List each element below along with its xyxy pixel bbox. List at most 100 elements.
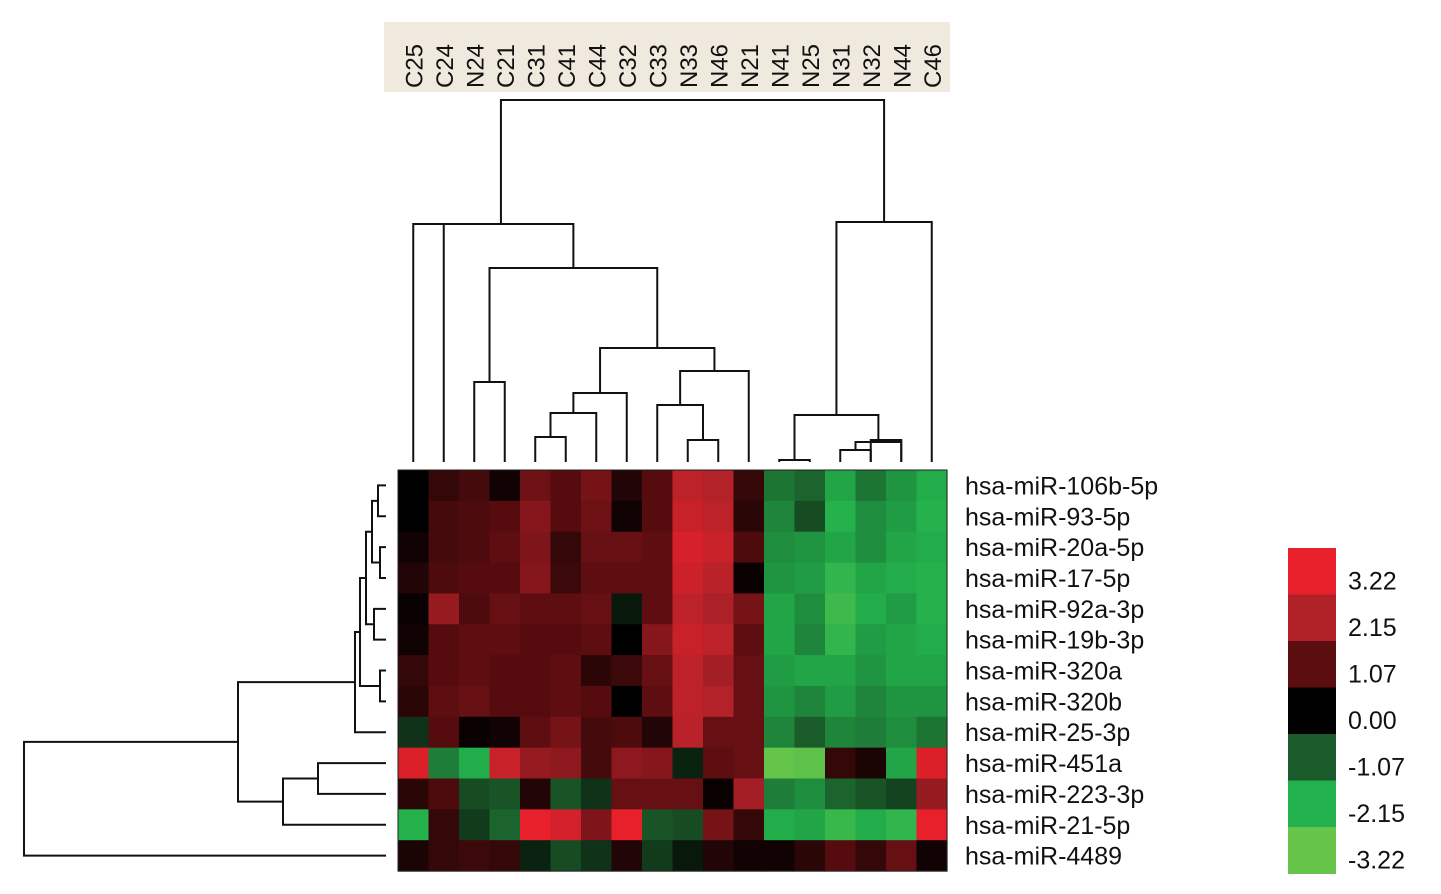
row-label: hsa-miR-451a <box>965 750 1122 778</box>
dendrogram-branch <box>473 381 506 462</box>
heatmap-cell <box>825 840 857 872</box>
heatmap-cell <box>550 593 582 625</box>
heatmap-cell <box>703 624 735 656</box>
heatmap-cell <box>428 470 460 502</box>
dendrogram-branch <box>488 267 659 382</box>
heatmap-cell <box>886 685 918 718</box>
heatmap-cell <box>581 593 613 625</box>
heatmap-cell <box>520 470 552 502</box>
dendrogram-branch <box>534 436 567 462</box>
heatmap-cell <box>794 531 826 564</box>
heatmap-cell <box>550 655 582 687</box>
heatmap-cell <box>672 470 704 502</box>
heatmap-cells <box>397 469 948 872</box>
legend-swatch <box>1288 548 1336 595</box>
column-label: C21 <box>493 44 520 88</box>
column-label: C41 <box>554 44 581 88</box>
heatmap-cell <box>703 716 735 749</box>
heatmap-cell <box>398 624 430 656</box>
heatmap-cell <box>489 747 521 780</box>
heatmap-cell <box>459 655 491 687</box>
column-label: N46 <box>706 44 733 88</box>
dendrogram-branch <box>317 762 386 795</box>
dendrogram-branch <box>854 441 903 462</box>
heatmap-cell <box>459 562 491 594</box>
heatmap-cell <box>550 809 582 841</box>
heatmap-cell <box>398 747 430 780</box>
heatmap-cell <box>581 624 613 656</box>
heatmap-cell <box>733 655 765 687</box>
legend-label: -2.15 <box>1348 800 1405 828</box>
heatmap-cell <box>886 809 918 841</box>
column-label: N25 <box>798 44 825 88</box>
dendrogram-branch <box>412 223 445 462</box>
heatmap-cell <box>886 778 918 810</box>
heatmap-cell <box>642 500 674 533</box>
heatmap-cell <box>916 562 948 594</box>
heatmap-cell <box>459 840 491 872</box>
column-label-band <box>384 22 950 92</box>
heatmap-cell <box>825 500 857 533</box>
legend-swatch <box>1288 641 1336 688</box>
row-label: hsa-miR-17-5p <box>965 565 1130 593</box>
heatmap-cell <box>703 500 735 533</box>
heatmap-cell <box>703 593 735 625</box>
heatmap-cell <box>825 593 857 625</box>
heatmap-cell <box>672 624 704 656</box>
heatmap-cell <box>916 747 948 780</box>
heatmap-cell <box>520 778 552 810</box>
legend-swatch <box>1288 594 1336 642</box>
dendrogram-branch <box>793 414 880 460</box>
heatmap-cell <box>398 716 430 749</box>
heatmap-cell <box>550 470 582 502</box>
row-labels: hsa-miR-106b-5p hsa-miR-93-5p hsa-miR-20a-… <box>965 472 1158 870</box>
heatmap-cell <box>703 809 735 841</box>
dendrogram-branch <box>839 449 872 462</box>
heatmap-cell <box>886 624 918 656</box>
heatmap-cell <box>611 685 643 718</box>
heatmap-cell <box>825 470 857 502</box>
heatmap-cell <box>886 470 918 502</box>
heatmap-cell <box>489 809 521 841</box>
heatmap-cell <box>764 531 796 564</box>
heatmap-cell <box>428 685 460 718</box>
heatmap-cell <box>520 531 552 564</box>
row-label: hsa-miR-19b-3p <box>965 627 1144 655</box>
heatmap-cell <box>581 809 613 841</box>
heatmap-cell <box>642 840 674 872</box>
column-label: N31 <box>828 44 855 88</box>
heatmap-cell <box>642 716 674 749</box>
heatmap-cell <box>642 778 674 810</box>
heatmap-cell <box>489 531 521 564</box>
column-label: C32 <box>615 44 642 88</box>
heatmap-cell <box>611 531 643 564</box>
heatmap-cell <box>886 562 918 594</box>
heatmap-cell <box>550 716 582 749</box>
heatmap-cell <box>855 747 887 780</box>
row-label: hsa-miR-106b-5p <box>965 472 1158 500</box>
heatmap-cell <box>764 809 796 841</box>
heatmap-cell <box>459 809 491 841</box>
heatmap-cell <box>642 809 674 841</box>
color-legend: 3.22 2.15 1.07 0.00 -1.07 -2.15 -3.22 <box>1288 548 1405 874</box>
heatmap-cell <box>489 562 521 594</box>
heatmap-cell <box>581 840 613 872</box>
heatmap-cell <box>489 500 521 533</box>
heatmap-cell <box>672 685 704 718</box>
heatmap-cell <box>581 500 613 533</box>
heatmap-cell <box>794 562 826 594</box>
heatmap-cell <box>428 840 460 872</box>
dendrogram-branch <box>835 221 933 462</box>
heatmap-cell <box>794 593 826 625</box>
heatmap-cell <box>459 531 491 564</box>
heatmap-cell <box>733 716 765 749</box>
heatmap-cell <box>611 716 643 749</box>
dendrogram-branch <box>679 370 750 462</box>
heatmap-cell <box>916 593 948 625</box>
heatmap-cell <box>611 840 643 872</box>
heatmap-cell <box>611 500 643 533</box>
column-label: N32 <box>859 44 886 88</box>
heatmap-cell <box>642 593 674 625</box>
column-label: N41 <box>767 44 794 88</box>
heatmap-cell <box>733 778 765 810</box>
